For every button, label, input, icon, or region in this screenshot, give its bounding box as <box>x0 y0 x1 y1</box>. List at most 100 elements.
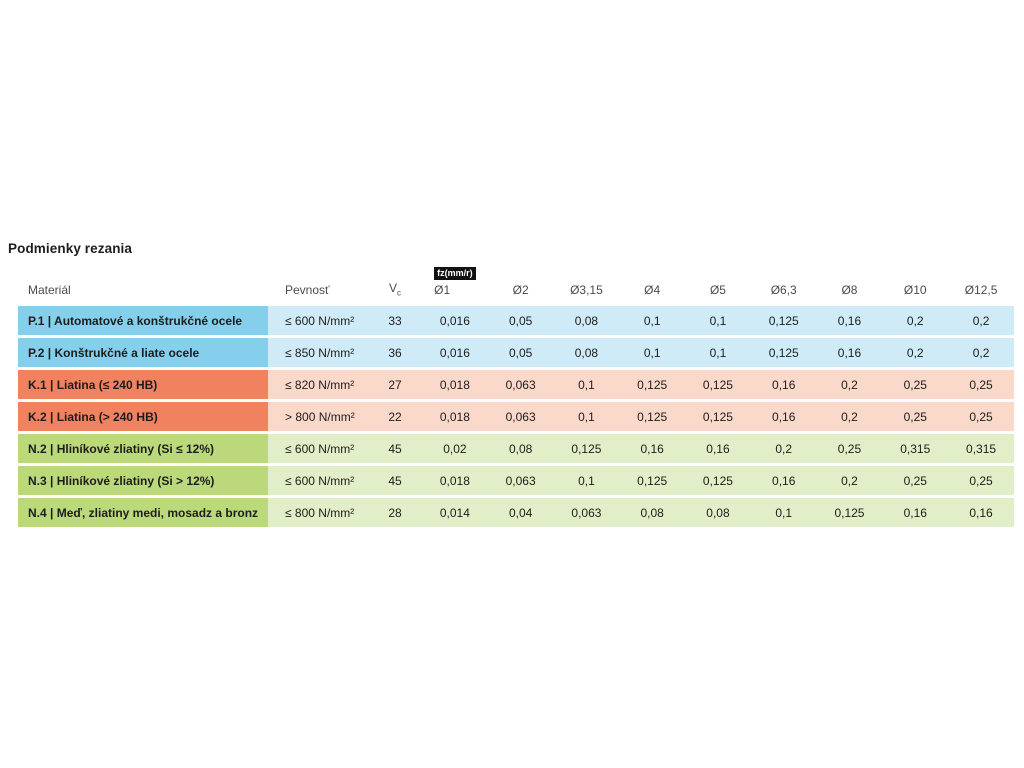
feed-value-cell: 0,1 <box>553 370 620 399</box>
feed-value-cell: 0,125 <box>750 306 817 335</box>
feed-value-cell: 0,1 <box>750 498 817 527</box>
feed-value-cell: 0,125 <box>553 434 620 463</box>
feed-value-cell: 0,125 <box>685 402 751 431</box>
material-cell: N.4 | Meď, zliatiny medi, mosadz a bronz <box>18 498 268 527</box>
feed-value-cell: 0,25 <box>882 402 949 431</box>
feed-value-cell: 0,2 <box>816 370 883 399</box>
feed-value-cell: 0,125 <box>619 370 686 399</box>
cutting-speed-cell: 45 <box>368 434 422 463</box>
cutting-speed-cell: 36 <box>368 338 422 367</box>
strength-cell: ≤ 600 N/mm² <box>268 306 368 335</box>
strength-cell: > 800 N/mm² <box>268 402 368 431</box>
feed-value-cell: 0,063 <box>487 466 554 495</box>
feed-value-cell: 0,05 <box>487 338 554 367</box>
diameter-header-stack: Ø2 <box>513 283 529 297</box>
feed-value-cell: 0,1 <box>553 466 620 495</box>
feed-value-cell: 0,2 <box>816 466 883 495</box>
feed-value-cell: 0,2 <box>816 402 883 431</box>
material-cell: P.1 | Automatové a konštrukčné ocele <box>18 306 268 335</box>
feed-value-cell: 0,16 <box>948 498 1014 527</box>
column-header-strength: Pevnosť <box>285 283 330 297</box>
cutting-speed-cell: 28 <box>368 498 422 527</box>
feed-value-cell: 0,125 <box>750 338 817 367</box>
feed-value-cell: 0,125 <box>685 370 751 399</box>
diameter-header-label: Ø4 <box>644 283 661 297</box>
column-header-cutting-speed: Vc <box>368 260 422 303</box>
feed-value-cell: 0,063 <box>487 370 554 399</box>
material-cell: K.2 | Liatina (> 240 HB) <box>18 402 268 431</box>
feed-value-cell: 0,315 <box>948 434 1014 463</box>
table-row: K.1 | Liatina (≤ 240 HB) ≤ 820 N/mm² 27 0,0… <box>18 370 1014 399</box>
cutting-speed-cell: 45 <box>368 466 422 495</box>
cutting-conditions-table: Materiál Pevnosť Vc fz(mm/r) Ø1 Ø2 Ø3,15 Ø4 Ø… <box>18 257 1014 530</box>
cutting-speed-cell: 27 <box>368 370 422 399</box>
column-header-diameter: fz(mm/r) Ø1 <box>422 260 488 303</box>
feed-value-cell: 0,16 <box>685 434 751 463</box>
feed-value-cell: 0,063 <box>553 498 620 527</box>
column-header-diameter: Ø10 <box>882 260 948 303</box>
diameter-header-label: Ø8 <box>841 283 858 297</box>
column-header-diameter: Ø2 <box>488 260 554 303</box>
feed-value-cell: 0,018 <box>422 402 488 431</box>
column-header-diameter: Ø4 <box>619 260 685 303</box>
feed-value-cell: 0,04 <box>487 498 554 527</box>
feed-value-cell: 0,25 <box>948 370 1014 399</box>
feed-value-cell: 0,2 <box>882 306 949 335</box>
feed-value-cell: 0,1 <box>553 402 620 431</box>
feed-value-cell: 0,125 <box>619 466 686 495</box>
strength-cell: ≤ 800 N/mm² <box>268 498 368 527</box>
material-cell: N.3 | Hliníkové zliatiny (Si > 12%) <box>18 466 268 495</box>
diameter-header-stack: Ø12,5 <box>965 283 998 297</box>
feed-value-cell: 0,16 <box>619 434 686 463</box>
table-row: K.2 | Liatina (> 240 HB) > 800 N/mm² 22 0,0… <box>18 402 1014 431</box>
feed-value-cell: 0,25 <box>816 434 883 463</box>
cutting-speed-cell: 33 <box>368 306 422 335</box>
diameter-header-label: Ø2 <box>512 283 529 297</box>
material-cell: K.1 | Liatina (≤ 240 HB) <box>18 370 268 399</box>
feed-value-cell: 0,018 <box>422 370 488 399</box>
feed-value-cell: 0,25 <box>882 370 949 399</box>
feed-value-cell: 0,063 <box>487 402 554 431</box>
feed-value-cell: 0,16 <box>750 402 817 431</box>
table-row: N.2 | Hliníkové zliatiny (Si ≤ 12%) ≤ 600… <box>18 434 1014 463</box>
feed-value-cell: 0,16 <box>750 466 817 495</box>
table-row: N.3 | Hliníkové zliatiny (Si > 12%) ≤ 600… <box>18 466 1014 495</box>
feed-value-cell: 0,08 <box>553 338 620 367</box>
feed-value-cell: 0,16 <box>882 498 949 527</box>
column-header-diameter: Ø5 <box>685 260 751 303</box>
feed-value-cell: 0,1 <box>619 306 686 335</box>
feed-value-cell: 0,05 <box>487 306 554 335</box>
feed-value-cell: 0,2 <box>750 434 817 463</box>
diameter-header-stack: Ø4 <box>644 283 660 297</box>
feed-value-cell: 0,125 <box>816 498 883 527</box>
diameter-header-stack: fz(mm/r) Ø1 <box>434 265 476 297</box>
diameter-header-label: Ø3,15 <box>570 283 603 297</box>
diameter-header-label: Ø12,5 <box>964 283 998 297</box>
fz-unit-badge: fz(mm/r) <box>434 267 476 280</box>
diameter-header-stack: Ø10 <box>904 283 927 297</box>
feed-value-cell: 0,2 <box>948 338 1014 367</box>
feed-value-cell: 0,08 <box>553 306 620 335</box>
feed-value-cell: 0,2 <box>948 306 1014 335</box>
cutting-speed-cell: 22 <box>368 402 422 431</box>
feed-value-cell: 0,25 <box>882 466 949 495</box>
feed-value-cell: 0,08 <box>619 498 686 527</box>
diameter-header-stack: Ø3,15 <box>570 283 603 297</box>
feed-value-cell: 0,2 <box>882 338 949 367</box>
column-header-diameter: Ø12,5 <box>948 260 1014 303</box>
strength-cell: ≤ 600 N/mm² <box>268 466 368 495</box>
table-row: N.4 | Meď, zliatiny medi, mosadz a bronz… <box>18 498 1014 527</box>
table-row: P.2 | Konštrukčné a liate ocele ≤ 850 N/m… <box>18 338 1014 367</box>
diameter-header-stack: Ø6,3 <box>771 283 797 297</box>
feed-value-cell: 0,02 <box>422 434 488 463</box>
feed-value-cell: 0,16 <box>816 338 883 367</box>
diameter-header-stack: Ø8 <box>841 283 857 297</box>
column-header-material: Materiál <box>28 283 71 297</box>
column-header-diameter: Ø6,3 <box>751 260 817 303</box>
table-row: P.1 | Automatové a konštrukčné ocele ≤ 60… <box>18 306 1014 335</box>
feed-value-cell: 0,125 <box>685 466 751 495</box>
vc-symbol: V <box>388 280 397 295</box>
material-cell: N.2 | Hliníkové zliatiny (Si ≤ 12%) <box>18 434 268 463</box>
diameter-header-label: Ø10 <box>903 283 927 297</box>
